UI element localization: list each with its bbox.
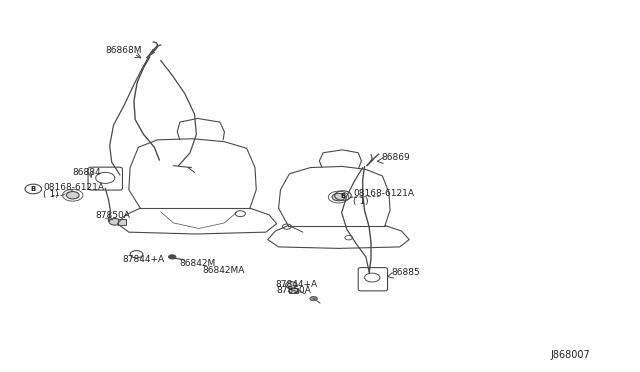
Circle shape xyxy=(332,193,345,201)
Text: B: B xyxy=(340,193,346,199)
Bar xyxy=(289,288,298,293)
Text: 08168-6121A: 08168-6121A xyxy=(44,183,104,192)
Bar xyxy=(118,219,125,225)
Text: 86842MA: 86842MA xyxy=(202,266,244,275)
Text: 86869: 86869 xyxy=(381,153,410,163)
Text: 86885: 86885 xyxy=(392,268,420,277)
Text: J868007: J868007 xyxy=(550,350,591,360)
Text: 87850A: 87850A xyxy=(276,286,312,295)
Text: 87844+A: 87844+A xyxy=(122,254,164,264)
Text: 08168-6121A: 08168-6121A xyxy=(353,189,414,198)
Text: 86842M: 86842M xyxy=(180,259,216,268)
Circle shape xyxy=(285,282,297,288)
Text: 86868M: 86868M xyxy=(105,46,141,55)
Circle shape xyxy=(109,218,120,225)
Text: 86884: 86884 xyxy=(73,168,101,177)
Text: B: B xyxy=(31,186,36,192)
Circle shape xyxy=(310,296,317,301)
Text: 87844+A: 87844+A xyxy=(275,280,317,289)
Circle shape xyxy=(67,192,79,199)
Text: ( 1): ( 1) xyxy=(353,197,369,206)
Text: ( 1): ( 1) xyxy=(44,190,59,199)
Text: 87850A: 87850A xyxy=(96,211,131,220)
Circle shape xyxy=(168,255,176,259)
